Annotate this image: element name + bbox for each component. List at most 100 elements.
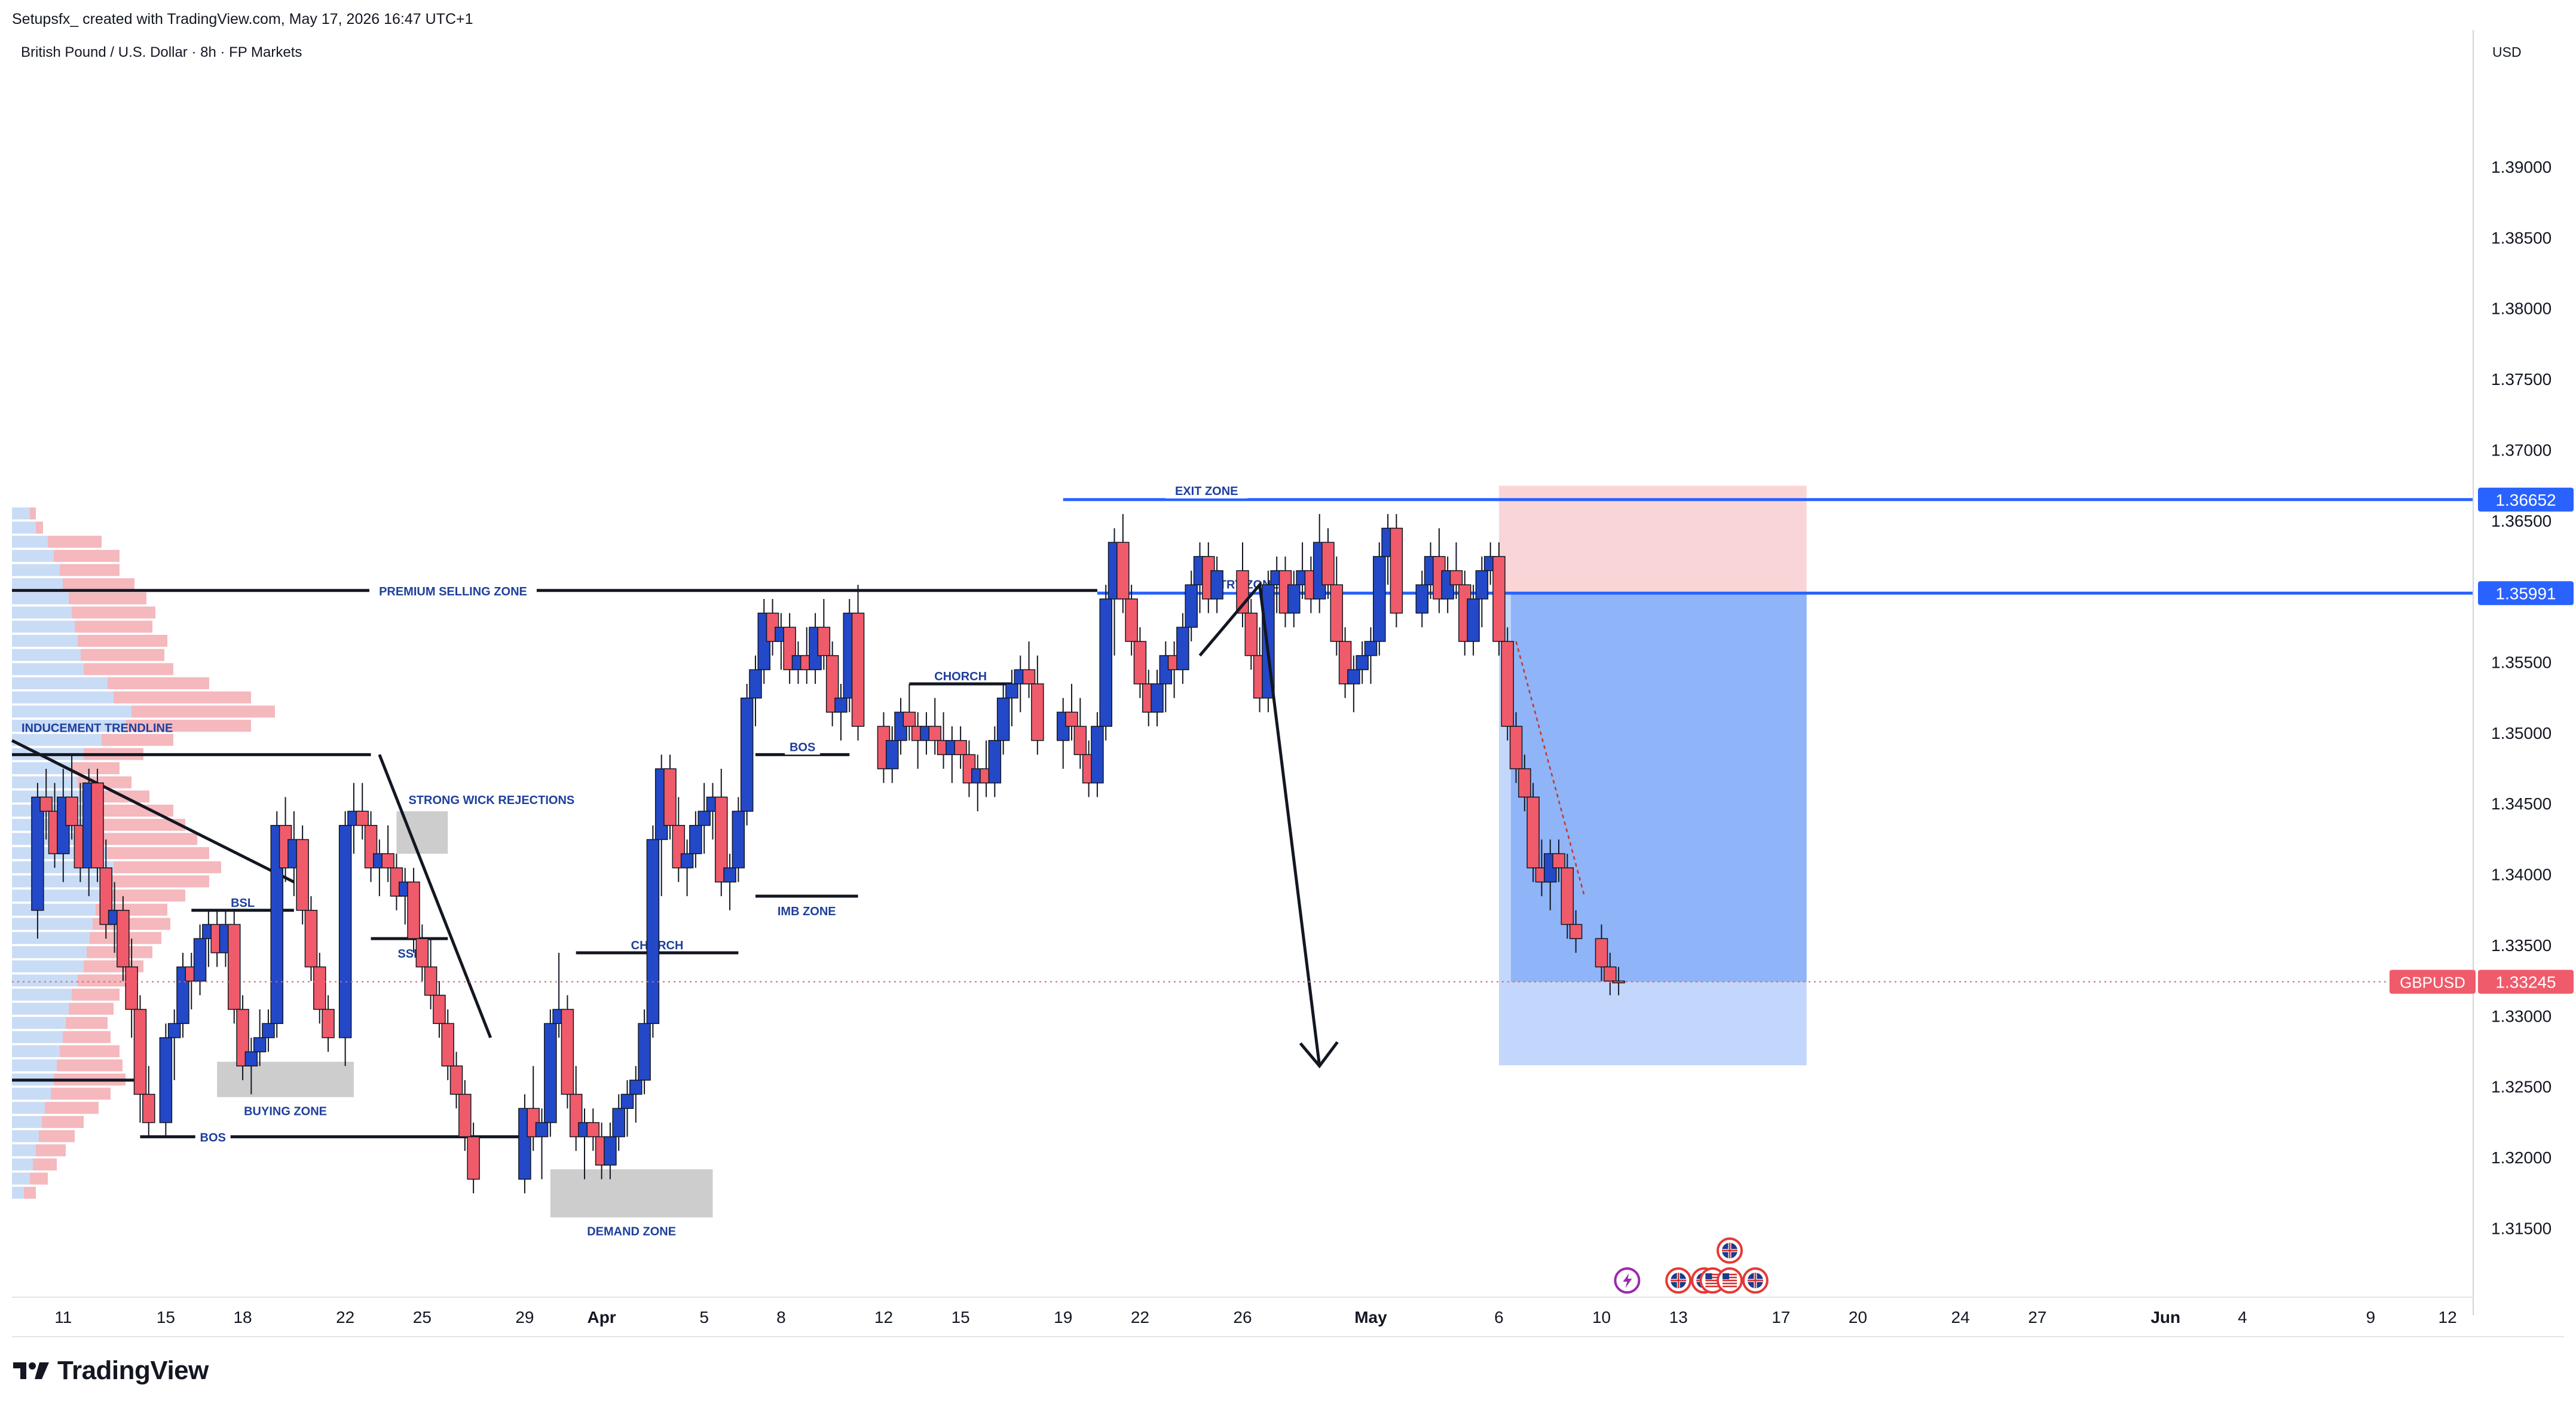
tradingview-logo-icon [13,1362,49,1379]
candle-bear [228,924,241,1010]
candle-bear [117,910,130,968]
level-label: INDUCEMENT TRENDLINE [22,722,173,735]
profile-bar-sell [72,988,120,1001]
price-tick-label: 1.37000 [2491,441,2551,459]
candle-bear [1449,570,1463,586]
profile-bar-sell [57,1059,123,1072]
time-tick-label: 13 [1669,1308,1688,1326]
zone-label: BUYING ZONE [244,1105,327,1118]
candle-bear [133,1008,147,1095]
chart-credit: Setupsfx_ created with TradingView.com, … [12,11,473,27]
candle-bear [1390,527,1403,614]
profile-bar-sell [81,649,164,661]
profile-bar-sell [90,805,173,817]
time-tick-label: May [1354,1308,1387,1326]
candle-bull [270,825,284,1024]
profile-bar-buy [12,663,84,676]
candle-bull [1364,641,1378,656]
candle-bear [449,1065,463,1095]
candle-bear [1569,924,1583,939]
candle-bull [1151,683,1164,713]
symbol-tag[interactable] [2390,970,2476,994]
price-tag[interactable] [2478,487,2574,512]
filled-profit-area [1510,593,1807,982]
profile-bar-buy [12,1017,66,1029]
profile-bar-sell [72,762,120,775]
candle-bear [1612,980,1625,983]
level-label: EXIT ZONE [1175,485,1238,498]
time-tick-label: 5 [699,1308,709,1326]
time-tick-label: 12 [874,1308,893,1326]
profile-bar-sell [96,818,185,831]
level-line [11,739,295,884]
candle-bear [851,612,865,727]
level-label-bg [369,583,537,599]
candle-bull [988,739,1002,784]
volume-profile [12,507,275,1199]
profile-bar-buy [12,1002,69,1015]
symbol-title[interactable]: British Pound / U.S. Dollar · 8h · FP Ma… [21,44,302,60]
candle-bear [715,796,728,883]
stop-loss-area[interactable] [1498,485,1807,594]
candle-bear [1125,598,1138,642]
time-tick-label: 22 [1131,1308,1149,1326]
price-tick-label: 1.35000 [2491,724,2551,742]
candle-bull [1185,584,1198,628]
candle-bear [902,711,916,727]
candle-bear [1509,726,1523,769]
level-label-bg [1165,482,1248,499]
time-tick-label: 26 [1233,1308,1252,1326]
price-tag-label: 1.36652 [2495,491,2556,509]
profile-bar-buy [12,960,84,973]
candle-bear [356,811,369,826]
short-position[interactable] [1498,485,1807,1066]
profile-bar-buy [12,1031,63,1043]
time-tick-label: Apr [587,1308,616,1326]
profile-bar-sell [33,1158,57,1170]
time-tick-label: 29 [515,1308,534,1326]
profile-bar-sell [60,1045,120,1057]
profile-bar-buy [12,1087,51,1100]
candle-bull [1475,570,1489,600]
time-tick-label: 10 [1592,1308,1611,1326]
level-label: BOS [200,1132,226,1145]
economic-events[interactable] [1614,1237,1769,1294]
bolt-glyph-icon [1623,1273,1632,1288]
profile-bar-sell [84,663,173,676]
candle-bull [629,1080,643,1095]
candle-bull [31,796,44,911]
time-tick-label: 9 [2366,1308,2376,1326]
profile-bar-sell [108,875,209,888]
profile-bar-buy [12,1172,30,1185]
candle-bull [646,839,660,1024]
level-label: BOS [790,741,815,754]
candle-bull [886,739,899,769]
profile-bar-buy [12,521,36,534]
candle-bear [663,768,677,826]
tradingview-brand[interactable]: TradingView [13,1356,209,1386]
flag-canton [1723,1273,1730,1279]
price-tag[interactable] [2478,970,2574,994]
profile-bar-buy [12,578,63,591]
price-tick-label: 1.31500 [2491,1219,2551,1237]
candle-bear [1073,726,1087,756]
candle-bull [834,697,848,713]
price-tick-label: 1.39000 [2491,158,2551,176]
candle-bear [458,1093,472,1138]
profile-bar-buy [12,1158,33,1170]
chart-axes[interactable]: USD 1.39000 1.38500 1.38000 1.37500 1.37000 1.… [12,0,2576,1406]
candle-bull [167,1023,181,1038]
candle-bear [561,1008,574,1095]
profile-bar-buy [12,1045,60,1057]
time-tick-label: 25 [413,1308,432,1326]
price-tick-label: 1.35500 [2491,653,2551,672]
candle-bull [262,1023,275,1038]
profile-bar-buy [12,691,114,704]
price-tag[interactable] [2478,581,2574,606]
candle-bull [244,1051,258,1066]
profile-bar-sell [24,1187,36,1199]
profile-bar-sell [102,833,197,845]
arrow-head [1299,1041,1339,1069]
profile-bar-sell [30,1172,48,1185]
